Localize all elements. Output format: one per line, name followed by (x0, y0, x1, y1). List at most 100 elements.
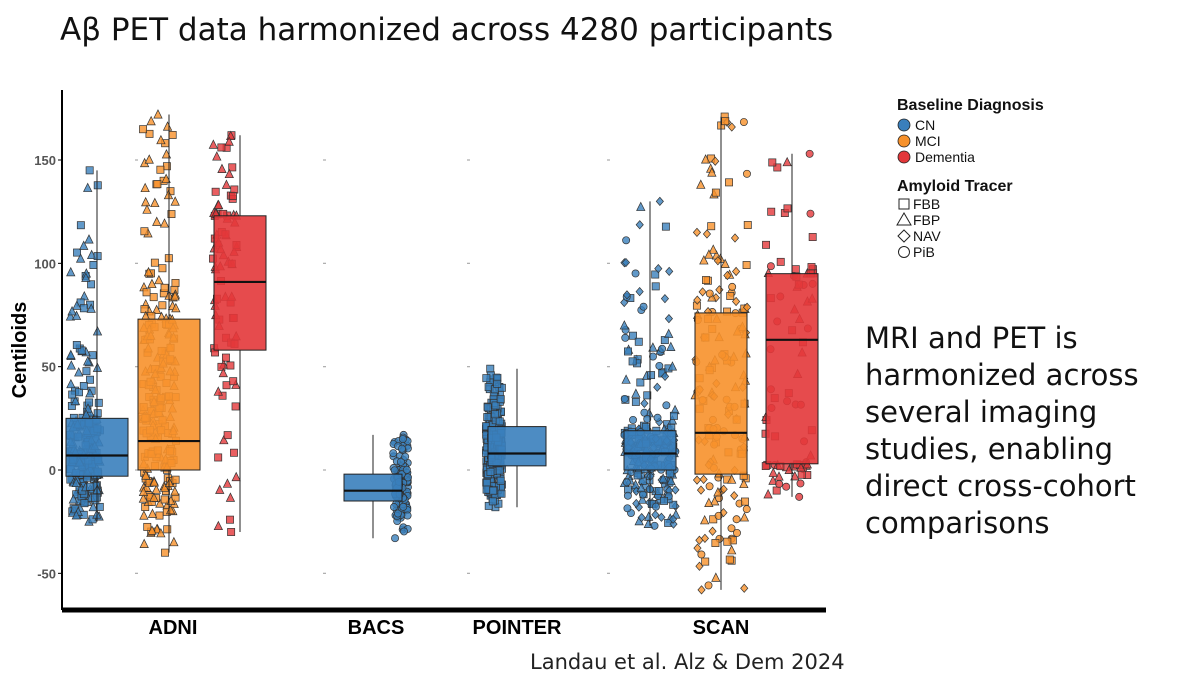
point-square (149, 293, 158, 302)
point-triangle (711, 572, 721, 582)
point-square (158, 301, 167, 310)
point-triangle (231, 471, 241, 482)
point-square (163, 525, 172, 534)
point-diamond (699, 474, 708, 485)
box-pointer-cn (487, 426, 547, 467)
point-square (725, 178, 733, 187)
point-circle (697, 550, 706, 559)
point-square (497, 489, 506, 498)
point-circle (653, 413, 662, 422)
point-diamond (711, 156, 720, 166)
point-diamond (665, 266, 674, 277)
point-triangle (224, 136, 234, 146)
point-circle (655, 361, 664, 370)
point-triangle (143, 266, 154, 277)
point-square (217, 362, 226, 371)
point-square (86, 375, 94, 384)
point-square (80, 499, 89, 508)
point-triangle (142, 204, 152, 214)
y-tick-label: 100 (34, 256, 56, 271)
point-diamond (732, 296, 741, 307)
box-adni-mci (137, 318, 201, 471)
point-triangle (704, 249, 714, 259)
point-diamond (692, 227, 702, 237)
point-triangle (666, 341, 676, 351)
point-diamond (727, 122, 736, 132)
point-circle (404, 473, 412, 482)
point-triangle (648, 342, 658, 352)
point-diamond (668, 514, 678, 524)
point-circle (622, 236, 631, 245)
point-diamond (692, 475, 702, 485)
point-square (77, 346, 86, 355)
point-square (707, 222, 716, 231)
point-square (491, 401, 500, 410)
legend-swatch-mci (897, 134, 911, 148)
point-square (721, 117, 730, 126)
point-circle (397, 457, 405, 466)
point-circle (389, 449, 398, 458)
point-square (496, 476, 505, 485)
point-triangle (219, 434, 229, 445)
point-square (773, 163, 782, 172)
point-diamond (732, 266, 741, 277)
point-diamond (657, 512, 666, 522)
point-diamond (664, 313, 673, 324)
point-circle (727, 524, 736, 533)
point-triangle (217, 163, 227, 173)
point-square (767, 207, 776, 216)
point-square (497, 383, 506, 392)
point-circle (705, 482, 714, 491)
point-triangle (699, 255, 709, 265)
point-square (75, 388, 83, 397)
point-triangle (88, 501, 98, 512)
point-circle (401, 452, 410, 461)
point-circle (650, 521, 659, 530)
point-circle (662, 401, 671, 410)
point-square (214, 453, 223, 462)
point-triangle (83, 356, 93, 366)
point-triangle (139, 538, 149, 548)
point-square (68, 390, 77, 399)
point-diamond (730, 233, 740, 243)
point-triangle (213, 386, 223, 396)
point-triangle (79, 240, 89, 250)
point-triangle (163, 189, 174, 200)
point-triangle (66, 266, 76, 277)
point-circle (643, 415, 652, 423)
point-square (634, 337, 643, 346)
point-triangle (213, 520, 224, 531)
point-triangle (169, 536, 179, 547)
point-triangle (81, 272, 91, 282)
point-square (93, 181, 102, 190)
point-square (669, 500, 678, 509)
point-triangle (67, 306, 77, 316)
point-triangle (621, 374, 631, 384)
point-circle (393, 509, 402, 518)
point-square (762, 240, 770, 249)
point-triangle (170, 486, 180, 496)
point-triangle (140, 182, 150, 193)
side-text: MRI and PET is harmonized across several… (865, 321, 1139, 540)
point-triangle (66, 360, 76, 370)
point-square (228, 163, 237, 172)
point-square (211, 187, 220, 196)
point-diamond (708, 526, 717, 536)
point-square (631, 397, 640, 406)
point-circle (621, 333, 630, 342)
point-square (742, 261, 751, 269)
legend-tracer-title: Amyloid Tracer (897, 178, 1013, 195)
point-square (643, 391, 652, 400)
point-triangle (726, 544, 737, 555)
point-diamond (671, 485, 680, 495)
point-triangle (159, 482, 170, 492)
slide-title: Aβ PET data harmonized across 4280 parti… (60, 12, 834, 48)
point-circle (782, 482, 791, 491)
y-tick-label: 150 (34, 153, 56, 168)
x-label-pointer: POINTER (473, 617, 562, 639)
legend-label-pib: PiB (913, 244, 935, 260)
point-triangle (763, 488, 773, 499)
point-square (701, 557, 710, 566)
point-triangle (666, 475, 676, 486)
